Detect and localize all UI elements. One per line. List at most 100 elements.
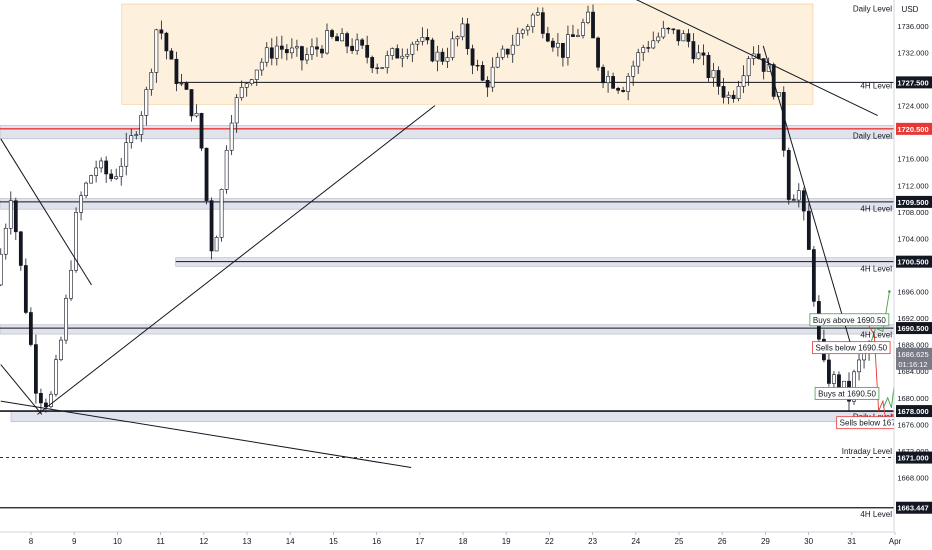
candle <box>671 28 676 35</box>
candle-body-up <box>390 48 395 56</box>
daily-level-band-1677 <box>10 410 895 423</box>
time-axis[interactable] <box>0 531 932 550</box>
candle-body-up <box>0 253 3 286</box>
x-tick-label: 14 <box>286 537 295 546</box>
candle <box>194 104 199 118</box>
candle <box>460 17 465 41</box>
candle <box>806 203 811 250</box>
price-tag-text: 1663.447 <box>897 504 928 513</box>
candle <box>385 50 390 74</box>
candle-body-up <box>54 359 58 395</box>
price-tag-bg <box>896 122 932 135</box>
price-tag: 1727.500 <box>896 76 932 89</box>
candle <box>375 63 380 74</box>
price-tag: 1671.000 <box>896 451 932 464</box>
candle-body-up <box>289 47 294 54</box>
candle <box>475 59 480 71</box>
candle-body-down <box>284 49 289 54</box>
candle <box>455 35 460 47</box>
price-tag: 1690.500 <box>896 322 932 335</box>
candle-body-down <box>184 82 189 90</box>
candle <box>711 63 716 87</box>
candle-body-down <box>269 47 274 59</box>
y-tick-label: 1696.000 <box>897 288 928 297</box>
candle <box>601 64 605 89</box>
candle <box>510 34 515 63</box>
candle-body-up <box>555 42 560 48</box>
candle-body-down <box>159 29 164 34</box>
trendline-drop <box>762 45 853 349</box>
candle-body-down <box>199 113 204 149</box>
candle <box>731 90 736 103</box>
candle <box>74 207 78 273</box>
candle-body-up <box>79 195 83 213</box>
candle <box>540 7 545 39</box>
candle-body-down <box>320 48 324 54</box>
candle <box>59 336 63 362</box>
price-tag-bg <box>896 255 932 268</box>
candles-layer <box>0 4 871 414</box>
candle-body-up <box>515 33 520 46</box>
candle <box>415 38 420 51</box>
candle-body-down <box>616 88 621 91</box>
candle-body-up <box>144 89 149 116</box>
x-tick-label: 26 <box>718 537 727 546</box>
candle-body-down <box>691 41 696 60</box>
candle <box>631 60 636 86</box>
candle <box>139 111 144 142</box>
candle-body-up <box>274 45 279 59</box>
x-tick-label: 12 <box>199 537 208 546</box>
candle <box>832 371 836 388</box>
y-tick-label: 1704.000 <box>897 234 928 243</box>
candle-body-down <box>801 190 806 212</box>
candle <box>781 86 786 157</box>
annotation-box: Sells below 1690.50 <box>812 341 891 355</box>
candle-body-up <box>626 76 631 92</box>
candle-body-down <box>28 312 33 345</box>
candle <box>234 94 239 133</box>
candle-body-down <box>480 64 485 81</box>
candle <box>581 18 585 39</box>
candle <box>515 27 520 46</box>
candle-body-up <box>525 26 530 31</box>
candle-body-up <box>500 48 505 58</box>
candle-body-down <box>485 79 490 88</box>
candle-body-down <box>300 46 304 61</box>
x-tick-label: 30 <box>804 537 813 546</box>
candle-body-down <box>345 33 349 47</box>
trendline-descending-upper <box>635 0 878 117</box>
candle <box>99 157 104 173</box>
candle <box>721 77 726 104</box>
candle <box>124 132 129 176</box>
candle <box>430 37 435 63</box>
candle <box>350 38 355 54</box>
candle-body-down <box>550 40 555 48</box>
candle-body-down <box>837 374 841 389</box>
candle <box>179 73 184 87</box>
candle <box>39 388 43 414</box>
candle <box>811 246 816 307</box>
candle <box>229 115 234 156</box>
candle <box>425 28 430 45</box>
candle-body-up <box>606 76 610 84</box>
candle-body-up <box>661 27 666 38</box>
candle <box>69 260 73 301</box>
level-label: 4H Level <box>860 205 892 214</box>
candle <box>596 36 600 71</box>
candle-body-up <box>325 30 329 54</box>
candle <box>264 42 269 67</box>
candle <box>360 37 365 49</box>
candle <box>94 160 99 183</box>
candle-body-up <box>239 87 244 98</box>
candle <box>28 307 33 347</box>
price-tag-text: 1700.500 <box>897 258 928 267</box>
candle-body-up <box>450 38 455 58</box>
candle-body-down <box>104 160 109 175</box>
candle-body-down <box>164 32 169 52</box>
candle <box>89 174 94 184</box>
candle <box>470 44 475 75</box>
candle <box>566 25 570 66</box>
candle-body-up <box>294 46 299 49</box>
candle <box>405 48 410 60</box>
